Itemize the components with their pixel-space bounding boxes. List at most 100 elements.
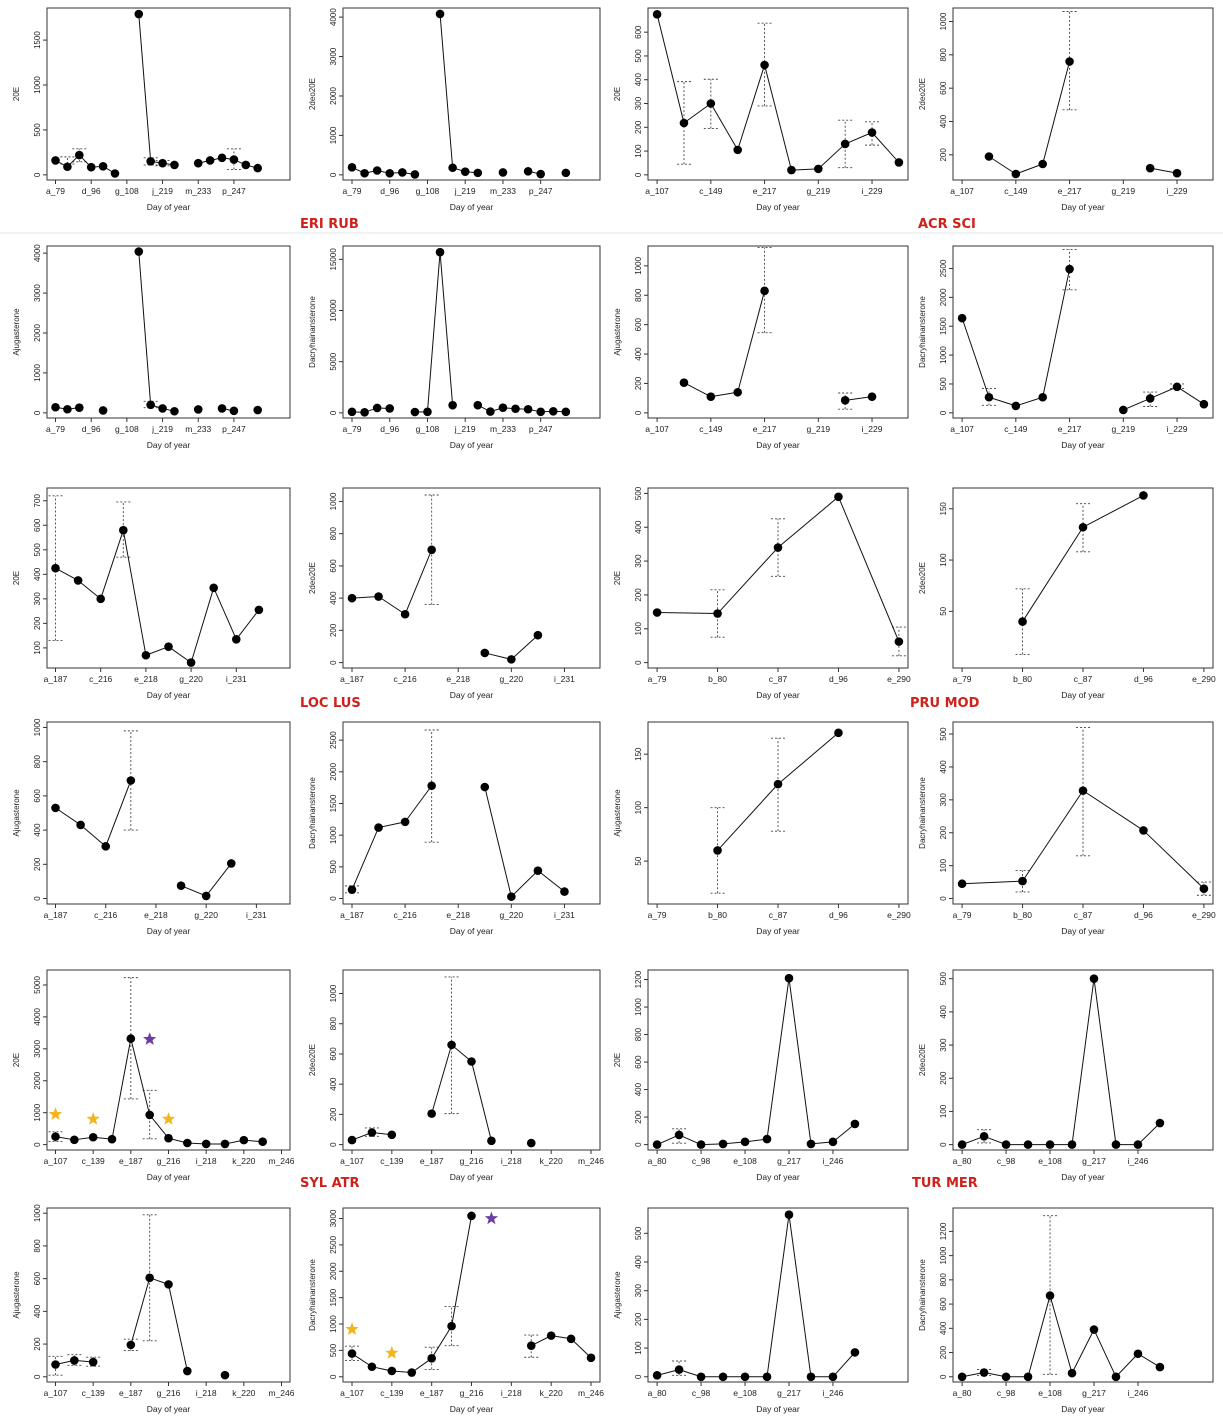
y-tick-label: 1200: [939, 1222, 948, 1240]
series-line: [737, 290, 766, 393]
series-line: [1022, 526, 1084, 622]
y-tick-label: 600: [634, 1055, 643, 1069]
data-point: [158, 158, 167, 168]
x-tick-label: e_290: [887, 910, 911, 920]
x-tick-label: a_79: [46, 186, 65, 196]
yellow-star-marker: [161, 1112, 176, 1125]
x-axis-label: Day of year: [1061, 1172, 1105, 1182]
series-line: [122, 530, 147, 656]
x-axis-label: Day of year: [147, 202, 191, 212]
data-point: [145, 1110, 154, 1120]
y-tick-label: 600: [33, 1271, 42, 1285]
data-point: [119, 525, 128, 535]
data-point: [1001, 1140, 1011, 1149]
y-tick-label: 2000: [329, 1262, 338, 1280]
data-point: [566, 1334, 576, 1344]
data-point: [170, 406, 179, 416]
data-point: [498, 168, 508, 177]
y-tick-label: 500: [634, 1226, 643, 1240]
plot-frame: [647, 487, 909, 669]
series-line: [961, 317, 990, 398]
data-point: [96, 594, 106, 604]
data-point: [706, 99, 716, 108]
y-tick-label: 500: [33, 543, 42, 557]
data-point: [1045, 1291, 1055, 1300]
y-tick-label: 200: [329, 1107, 338, 1121]
data-point: [760, 286, 769, 296]
y-tick-label: 0: [33, 1142, 42, 1147]
data-point: [674, 1365, 684, 1374]
panel-5: 0 1000 2000 3000 4000 Ajugasterone a_79 d_96 g_1…: [12, 244, 291, 450]
data-point: [101, 842, 111, 851]
y-axis-label: Ajugasterone: [613, 308, 622, 356]
y-tick-label: 0: [634, 410, 643, 415]
data-point: [652, 10, 662, 19]
x-tick-label: p_247: [529, 424, 553, 434]
y-tick-label: 0: [329, 1142, 338, 1147]
data-point: [205, 156, 215, 165]
data-point: [385, 168, 395, 178]
data-point: [834, 492, 843, 502]
species-label-eri-rub: ERI RUB: [300, 217, 359, 232]
y-axis-label: Dacryhainansterone: [308, 1259, 317, 1331]
x-tick-label: e_108: [1038, 1156, 1062, 1166]
data-point: [360, 408, 369, 417]
data-point: [74, 150, 84, 160]
x-tick-label: b_80: [708, 674, 727, 684]
x-tick-label: c_87: [769, 910, 788, 920]
panel-16: 0 100 200 300 400 500 Dacryhainansterone a_79 b_…: [918, 721, 1216, 936]
data-point: [652, 1371, 662, 1380]
series-line: [404, 549, 433, 615]
data-point: [347, 163, 357, 172]
x-tick-label: a_79: [953, 674, 972, 684]
data-point: [1172, 168, 1182, 178]
series-line: [1027, 1295, 1051, 1377]
x-tick-label: c_216: [89, 674, 112, 684]
y-tick-label: 0: [634, 1142, 643, 1147]
y-tick-label: 400: [634, 1255, 643, 1269]
data-point: [718, 1139, 728, 1149]
data-point: [70, 1356, 79, 1365]
x-tick-label: a_187: [340, 674, 364, 684]
y-tick-label: 700: [33, 494, 42, 508]
y-axis-label: 2deo20E: [308, 78, 317, 110]
x-tick-label: e_218: [446, 674, 470, 684]
y-tick-label: 1000: [939, 12, 948, 30]
plot-frame: [952, 1207, 1214, 1383]
x-tick-label: j_219: [151, 186, 173, 196]
data-point: [201, 891, 211, 901]
y-tick-label: 2000: [33, 324, 42, 342]
data-point: [410, 170, 420, 179]
species-label-pru-mod: PRU MOD: [910, 696, 980, 711]
y-tick-label: 0: [33, 896, 42, 901]
y-tick-label: 800: [939, 48, 948, 62]
series-line: [657, 612, 718, 615]
x-tick-label: m_246: [578, 1156, 604, 1166]
x-tick-label: m_233: [185, 186, 211, 196]
x-tick-label: p_247: [222, 186, 246, 196]
series-line: [683, 382, 712, 398]
x-tick-label: i_229: [1167, 186, 1188, 196]
x-axis-label: Day of year: [1061, 202, 1105, 212]
data-point: [787, 165, 796, 175]
data-point: [784, 1210, 794, 1219]
panel-19: 0 200 400 600 800 1000 1200 20E a_80 c_98 e_108 g_2…: [613, 969, 909, 1182]
data-point: [1119, 405, 1128, 415]
y-tick-label: 800: [33, 754, 42, 768]
series-line: [1093, 1329, 1117, 1377]
y-tick-label: 600: [634, 317, 643, 331]
panel-15: 50 100 150 Ajugasterone a_79 b_80 c_87 d_96 e_29…: [613, 721, 911, 936]
x-tick-label: a_79: [46, 424, 65, 434]
x-tick-label: c_149: [699, 186, 722, 196]
y-tick-label: 300: [939, 1038, 948, 1052]
series-line: [1115, 1353, 1139, 1378]
y-tick-label: 800: [33, 1239, 42, 1253]
data-point: [193, 405, 203, 414]
data-point: [107, 1134, 117, 1144]
x-tick-label: d_96: [829, 674, 848, 684]
y-tick-label: 400: [939, 1321, 948, 1335]
y-tick-label: 3000: [329, 47, 338, 65]
y-axis-label: 20E: [12, 571, 21, 585]
x-tick-label: a_80: [648, 1388, 667, 1398]
y-axis-label: Ajugasterone: [613, 1271, 622, 1319]
